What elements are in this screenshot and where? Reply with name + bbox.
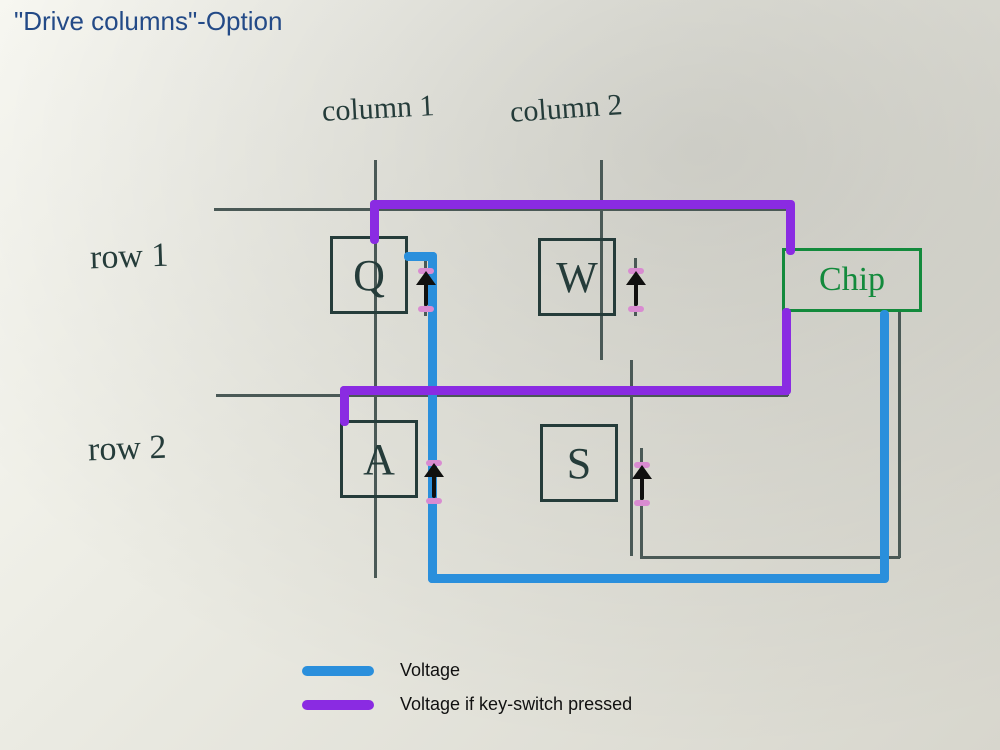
key-label: W <box>556 252 598 303</box>
key-a: A <box>340 420 418 498</box>
chip-label: Chip <box>819 261 885 299</box>
legend-swatch <box>302 666 374 676</box>
highlight-wire <box>782 386 791 395</box>
key-w: W <box>538 238 616 316</box>
key-q: Q <box>330 236 408 314</box>
diode-icon <box>424 460 444 504</box>
key-label: S <box>567 438 591 489</box>
legend-label: Voltage if key-switch pressed <box>400 694 632 715</box>
diagram-title: "Drive columns"-Option <box>14 6 282 37</box>
diagram-stage: "Drive columns"-Option column 1 column 2… <box>0 0 1000 750</box>
highlight-wire <box>404 252 437 261</box>
highlight-wire <box>370 200 794 209</box>
key-label: Q <box>353 250 385 301</box>
highlight-wire <box>340 386 349 426</box>
wire <box>898 310 901 558</box>
highlight-wire <box>880 310 889 582</box>
legend-label: Voltage <box>400 660 460 681</box>
diode-icon <box>626 268 646 312</box>
highlight-wire <box>340 386 790 395</box>
label-row-1: row 1 <box>89 237 169 278</box>
chip-box: Chip <box>782 248 922 312</box>
key-label: A <box>363 434 395 485</box>
diode-icon <box>632 462 652 506</box>
highlight-wire <box>786 200 795 255</box>
highlight-wire <box>428 574 889 583</box>
paper-background <box>0 0 1000 750</box>
label-column-1: column 1 <box>321 89 435 129</box>
wire <box>640 556 900 559</box>
legend-swatch <box>302 700 374 710</box>
key-s: S <box>540 424 618 502</box>
label-row-2: row 2 <box>87 429 167 470</box>
wire <box>640 506 643 556</box>
highlight-wire <box>782 308 791 394</box>
highlight-wire <box>370 200 379 244</box>
diode-icon <box>416 268 436 312</box>
